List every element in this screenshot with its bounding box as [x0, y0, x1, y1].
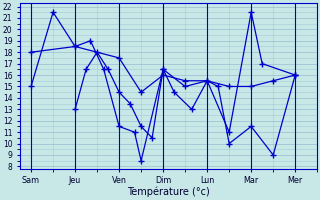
X-axis label: Température (°c): Température (°c): [127, 187, 210, 197]
